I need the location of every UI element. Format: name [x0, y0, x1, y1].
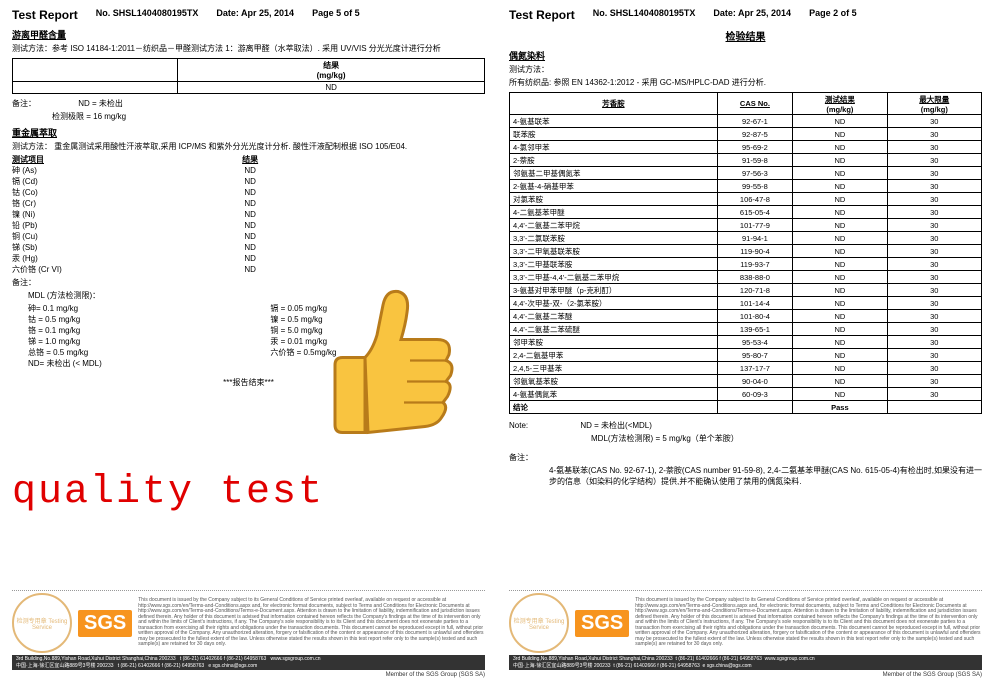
report-no: No. SHSL1404080195TX	[96, 8, 199, 22]
table-row: 邻氨基二甲基偶氮苯97-56-3ND30	[510, 167, 982, 180]
section-formaldehyde-title: 游离甲醛含量	[12, 28, 485, 41]
table-row: 2-氨基-4-硝基甲苯99-55-8ND30	[510, 180, 982, 193]
results-title: 检验结果	[509, 28, 982, 43]
table-row: 4-二氨基苯甲醚615-05-4ND30	[510, 206, 982, 219]
section-heavymetal-title: 重金属萃取	[12, 126, 485, 139]
table-row: 联苯胺92-87-5ND30	[510, 128, 982, 141]
remark-text: 4-氨基联苯(CAS No. 92-67-1), 2-萘胺(CAS number…	[549, 465, 982, 487]
table-row: 镉 (Cd)ND	[12, 176, 296, 187]
table-row: 砷 (As)ND	[12, 165, 296, 176]
note-label: 备注： ND = 未检出	[12, 98, 485, 109]
table-row: 2,4-二氨基甲苯95-80-7ND30	[510, 349, 982, 362]
table-row: 3,3'-二甲氧基联苯胺119-90-4ND30	[510, 245, 982, 258]
header-left: Test Report No. SHSL1404080195TX Date: A…	[12, 8, 485, 22]
table-row: 六价铬 (Cr VI)ND	[12, 264, 296, 275]
table-row: 对氯苯胺106-47-8ND30	[510, 193, 982, 206]
page-right: Test Report No. SHSL1404080195TX Date: A…	[497, 0, 994, 684]
header-right: Test Report No. SHSL1404080195TX Date: A…	[509, 8, 982, 22]
table-row: 3,3'-二甲基联苯胺119-93-7ND30	[510, 258, 982, 271]
footer-legal: This document is issued by the Company s…	[138, 598, 485, 648]
table-row: 铬 (Cr)ND	[12, 198, 296, 209]
formaldehyde-method: 测试方法：参考 ISO 14184-1:2011－纺织品－甲醛测试方法 1：游离…	[12, 43, 485, 54]
table-row: 汞 (Hg)ND	[12, 253, 296, 264]
table-row: 4,4'-二氨基二苯醚101-80-4ND30	[510, 310, 982, 323]
footer-bar: 3rd Building,No.889,Yishan Road,Xuhui Di…	[12, 655, 485, 670]
member-line: Member of the SGS Group (SGS SA)	[12, 672, 485, 678]
table-row: 2-萘胺91-59-8ND30	[510, 154, 982, 167]
table-row: 2,4,5-三甲基苯137-17-7ND30	[510, 362, 982, 375]
table-row: 4,4'-二氨基二苯硫醚139-65-1ND30	[510, 323, 982, 336]
table-row: 3,3'-二甲基-4,4'-二氨基二苯甲烷838-88-0ND30	[510, 271, 982, 284]
thumbs-up-icon	[320, 280, 470, 450]
table-row: 铅 (Pb)ND	[12, 220, 296, 231]
table-row: 邻氨氧基苯胺90-04-0ND30	[510, 375, 982, 388]
stamp-icon: 检测专用章 Testing Service	[12, 593, 72, 653]
table-row: 4,4'-二氨基二苯甲烷101-77-9ND30	[510, 219, 982, 232]
table-row: 镍 (Ni)ND	[12, 209, 296, 220]
heavymetal-table: 测试项目 结果 砷 (As)ND镉 (Cd)ND钴 (Co)ND铬 (Cr)ND…	[12, 154, 296, 275]
table-row: 钴 (Co)ND	[12, 187, 296, 198]
table-row: 锑 (Sb)ND	[12, 242, 296, 253]
heavymetal-method: 测试方法： 重金属测试采用酸性汗液萃取,采用 ICP/MS 和紫外分光光度计分析…	[12, 141, 485, 152]
page-number: Page 5 of 5	[312, 8, 360, 22]
report-date: Date: Apr 25, 2014	[216, 8, 294, 22]
table-row: 4-氨基联苯92-67-1ND30	[510, 115, 982, 128]
formaldehyde-result-table: 结果(mg/kg) ND	[12, 58, 485, 94]
table-row: 3-氨基对甲苯甲醚（p-克利酊）120-71-8ND30	[510, 284, 982, 297]
table-row: 4,4'-次甲基-双-（2-氯苯胺）101-14-4ND30	[510, 297, 982, 310]
footer-right: 检测专用章 Testing Service SGS This document …	[509, 590, 982, 678]
table-row: 4-氨基偶氮苯60-09-3ND30	[510, 388, 982, 401]
table-row: 3,3'-二氯联苯胺91-94-1ND30	[510, 232, 982, 245]
table-row: 铜 (Cu)ND	[12, 231, 296, 242]
quality-test-overlay: quality test	[12, 470, 324, 515]
aromatic-amine-table: 芳香胺 CAS No. 测试结果(mg/kg) 最大限量(mg/kg) 4-氨基…	[509, 92, 982, 414]
report-title: Test Report	[12, 8, 78, 22]
sgs-logo: SGS	[78, 610, 132, 637]
section-azo-title: 偶氮染料	[509, 49, 982, 62]
table-row: 4-氯邻甲苯95-69-2ND30	[510, 141, 982, 154]
table-row: 邻甲苯胺95-53-4ND30	[510, 336, 982, 349]
footer-left: 检测专用章 Testing Service SGS This document …	[12, 590, 485, 678]
